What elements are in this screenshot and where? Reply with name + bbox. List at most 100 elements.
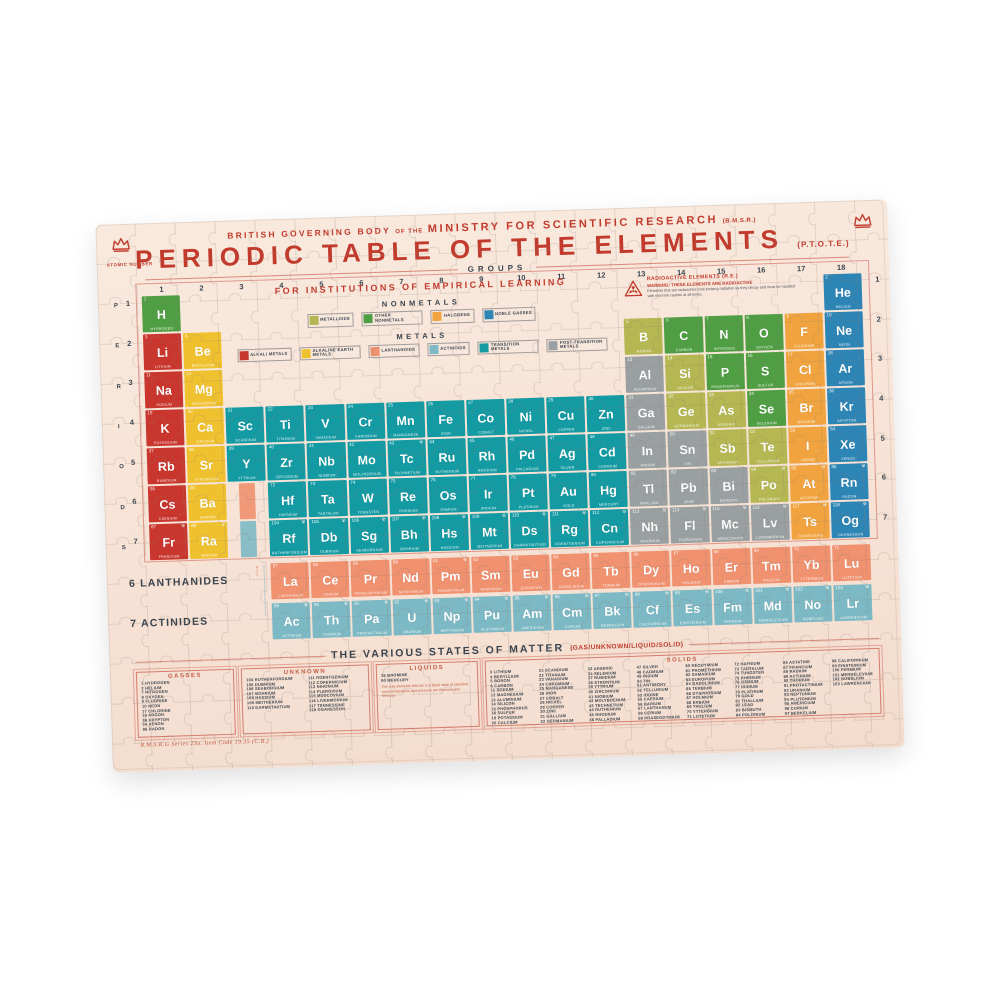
element-symbol: Co bbox=[477, 410, 495, 426]
element-cell-top: 103 ☢ bbox=[835, 584, 869, 591]
legend-swatch bbox=[479, 343, 490, 353]
legend-swatch bbox=[363, 314, 374, 324]
periods-label-letter: P bbox=[113, 303, 119, 310]
element-name: HAFNIUM bbox=[279, 512, 298, 517]
element-cell-top: 83 bbox=[711, 468, 745, 474]
element-symbol: Pt bbox=[521, 485, 535, 501]
atomic-number: 31 bbox=[628, 394, 634, 400]
element-cell-Ne: 10 Ne NEON bbox=[824, 311, 864, 349]
element-symbol: Pu bbox=[483, 607, 501, 623]
radioactive-icon: ☢ bbox=[702, 506, 707, 512]
element-cell-Si: 14 Si SILICON bbox=[665, 354, 705, 392]
element-cell-Sr: 38 Sr STRONTIUM bbox=[186, 445, 226, 484]
element-cell-S: 16 S SULFUR bbox=[745, 351, 785, 389]
period-number: 6 bbox=[881, 472, 887, 482]
element-name: LAWRENCIUM bbox=[839, 614, 867, 620]
category-legend: FOR INSTITUTIONS OF EMPIRICAL LEARNING N… bbox=[224, 275, 619, 363]
element-symbol: Rh bbox=[478, 448, 496, 464]
atomic-number: 38 bbox=[188, 446, 194, 453]
element-name: THORIUM bbox=[322, 631, 342, 637]
element-symbol: V bbox=[320, 416, 330, 431]
atomic-number: 15 bbox=[707, 354, 713, 360]
states-entry: 86 RADON bbox=[142, 725, 165, 732]
element-symbol: Kr bbox=[839, 399, 854, 414]
legend-swatch bbox=[370, 346, 380, 357]
element-cell-Tl: 81 Tl THALLIUM bbox=[628, 469, 669, 507]
element-symbol: Ga bbox=[637, 405, 655, 421]
element-symbol: Lu bbox=[843, 556, 860, 571]
element-symbol: Md bbox=[763, 598, 782, 614]
element-symbol: Re bbox=[399, 489, 417, 504]
element-cell-top: 15 bbox=[707, 354, 741, 360]
page-title-abbr: (P.T.O.T.E.) bbox=[797, 238, 850, 250]
element-name: COPERNICIUM bbox=[595, 539, 625, 545]
element-cell-top: 39 bbox=[229, 446, 263, 452]
atomic-number: 110 bbox=[511, 512, 520, 518]
element-name: ZIRCONIUM bbox=[275, 474, 299, 479]
element-cell-Cr: 24 Cr CHROMIUM bbox=[345, 402, 386, 440]
element-name: FLEROVIUM bbox=[678, 537, 702, 542]
element-cell-top: 31 bbox=[628, 395, 662, 401]
element-name: ROENTGENIUM bbox=[555, 540, 585, 546]
element-cell-Tc: 43 ☢ Tc TECHNETIUM bbox=[387, 439, 427, 477]
periods-label-letter: I bbox=[117, 424, 120, 431]
element-cell-top: 108 ☢ bbox=[432, 514, 466, 521]
element-cell-Ga: 31 Ga GALLIUM bbox=[626, 393, 666, 431]
element-name: DYSPROSIUM bbox=[638, 581, 665, 587]
element-symbol: U bbox=[407, 610, 417, 625]
atomic-number: 96 bbox=[554, 594, 560, 600]
element-name: NEPTUNIUM bbox=[440, 627, 465, 633]
element-cell-top: 41 bbox=[309, 443, 343, 449]
element-cell-Mn: 25 Mn MANGANESE bbox=[385, 401, 426, 439]
atomic-number: 65 bbox=[593, 552, 599, 559]
atomic-number: 14 bbox=[667, 355, 673, 361]
element-cell-Pt: 78 Pt PLATINUM bbox=[508, 473, 548, 511]
atomic-number: 21 bbox=[227, 407, 233, 413]
element-cell-top: 25 bbox=[388, 402, 422, 408]
element-cell-Sn: 50 Sn TIN bbox=[667, 430, 708, 468]
element-cell-Cl: 17 Cl CHLORINE bbox=[785, 350, 825, 388]
element-cell-Br: 35 Br BROMINE bbox=[786, 388, 827, 426]
atomic-number: 71 bbox=[833, 545, 840, 551]
element-cell-top: 12 bbox=[186, 371, 220, 377]
element-symbol: Er bbox=[724, 560, 739, 575]
element-name: ERBIUM bbox=[723, 578, 740, 584]
element-name: RUTHENIUM bbox=[435, 468, 460, 474]
states-entry: 97 BERKELIUM bbox=[784, 709, 817, 716]
element-cell-V: 23 V VANADIUM bbox=[305, 403, 345, 442]
element-symbol: Am bbox=[521, 606, 543, 622]
element-cell-top: 59 bbox=[353, 561, 387, 567]
element-name: CHROMIUM bbox=[354, 433, 378, 439]
element-cell-Mc: 115 ☢ Mc MOSCOVIUM bbox=[710, 504, 750, 543]
element-symbol: Ho bbox=[682, 561, 700, 576]
element-cell-top: 63 bbox=[513, 555, 547, 562]
element-symbol: Tl bbox=[642, 481, 655, 497]
element-symbol: Si bbox=[678, 366, 692, 381]
atomic-number: 35 bbox=[788, 389, 794, 395]
radioactive-icon: ☢ bbox=[381, 516, 386, 522]
element-cell-H: 1 H HYDROGEN bbox=[141, 295, 181, 333]
element-name: TERBIUM bbox=[602, 582, 621, 588]
element-name: CALCIUM bbox=[196, 438, 215, 444]
element-cell-Er: 68 Er ERBIUM bbox=[711, 547, 751, 586]
element-symbol: Ar bbox=[838, 361, 853, 376]
element-cell-top: 110 ☢ bbox=[511, 512, 546, 519]
element-cell-Li: 3 Li LITHIUM bbox=[142, 333, 183, 371]
element-cell-top: 16 bbox=[747, 353, 782, 359]
element-cell-Au: 79 Au GOLD bbox=[548, 472, 588, 510]
element-name: PLATINUM bbox=[518, 504, 539, 509]
element-name: SAMARIUM bbox=[480, 586, 502, 592]
radioactive-icon: ☢ bbox=[504, 595, 509, 601]
radioactive-icon: ☢ bbox=[584, 593, 589, 599]
atomic-number: 46 bbox=[509, 436, 515, 442]
element-cell-top: 102 ☢ bbox=[795, 585, 829, 592]
element-cell-Nb: 41 Nb NIOBIUM bbox=[306, 441, 347, 480]
element-symbol: Fe bbox=[438, 412, 454, 427]
element-symbol: Pa bbox=[363, 611, 380, 627]
element-name: PROTACTINIUM bbox=[357, 630, 388, 636]
element-symbol: Au bbox=[559, 484, 577, 499]
atomic-number: 60 bbox=[392, 559, 399, 565]
period-number: 4 bbox=[879, 393, 884, 403]
element-name: STRONTIUM bbox=[194, 476, 219, 482]
element-name: TITANIUM bbox=[276, 436, 296, 441]
